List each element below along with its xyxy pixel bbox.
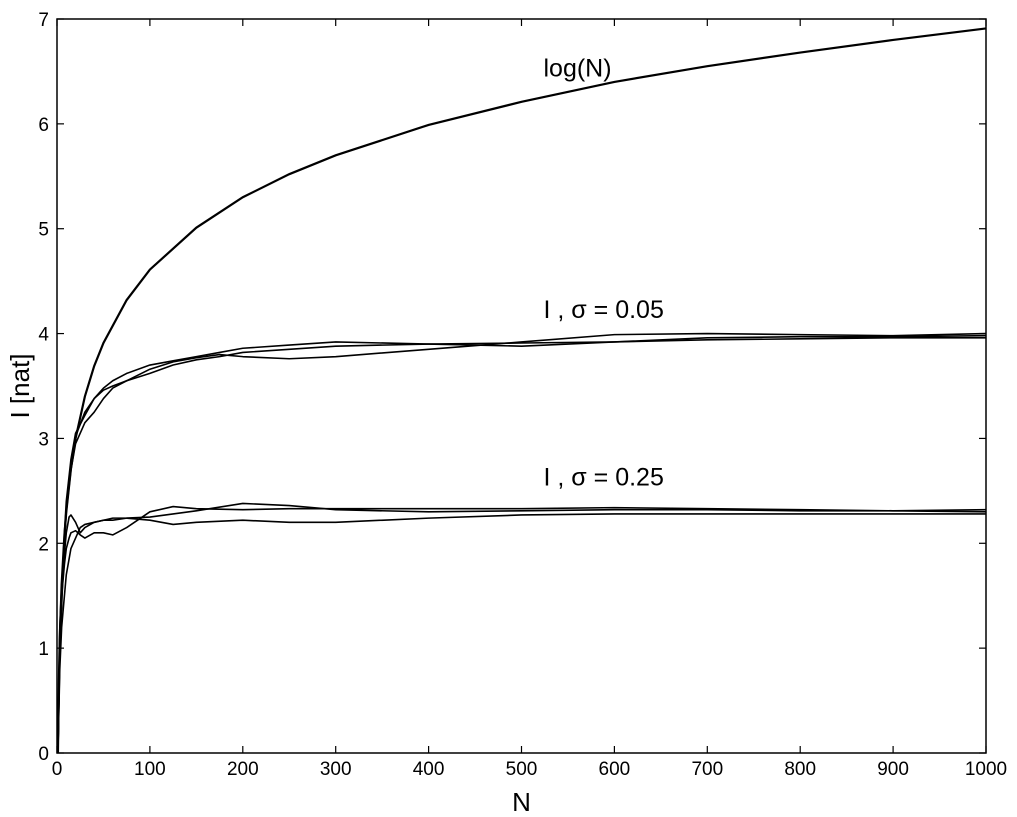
axis-ticks: 0 100 200 300 400 500 600 700 800 900 1000 0 1 2 3 4 5 6 7 [38, 10, 1007, 780]
y-tick-label: 6 [38, 115, 49, 136]
series-line [57, 513, 986, 754]
x-tick-label: 1000 [965, 759, 1007, 780]
x-tick-label: 600 [599, 759, 631, 780]
y-tick-label: 1 [38, 639, 49, 660]
x-tick-label: 800 [784, 759, 816, 780]
annotation-label: I , σ = 0.25 [544, 464, 664, 492]
series-line [57, 502, 987, 754]
x-axis-label: N [512, 787, 531, 817]
x-tick-label: 100 [134, 759, 166, 780]
plot-area [56, 27, 987, 754]
series-line [56, 27, 987, 754]
series-line [57, 505, 987, 754]
y-tick-label: 2 [38, 534, 49, 555]
y-axis-label: I [nat] [5, 353, 35, 418]
x-tick-label: 500 [506, 759, 538, 780]
plot-frame [56, 18, 987, 754]
x-tick-label: 300 [320, 759, 352, 780]
y-tick-label: 0 [38, 744, 49, 765]
x-tick-label: 200 [227, 759, 259, 780]
series-line [57, 334, 987, 754]
y-tick-label: 3 [38, 429, 49, 450]
annotation-label: I , σ = 0.05 [544, 296, 664, 324]
x-tick-label: 700 [691, 759, 723, 780]
y-tick-label: 7 [38, 10, 49, 31]
annotation-label: log(N) [544, 55, 612, 83]
x-tick-label: 400 [413, 759, 445, 780]
series-line [57, 332, 987, 754]
x-tick-label: 0 [52, 759, 63, 780]
y-tick-label: 4 [38, 325, 49, 346]
series-line [57, 336, 986, 754]
y-tick-label: 5 [38, 220, 49, 241]
annotations: log(N) I , σ = 0.05 I , σ = 0.25 [544, 55, 664, 492]
x-tick-label: 900 [877, 759, 909, 780]
